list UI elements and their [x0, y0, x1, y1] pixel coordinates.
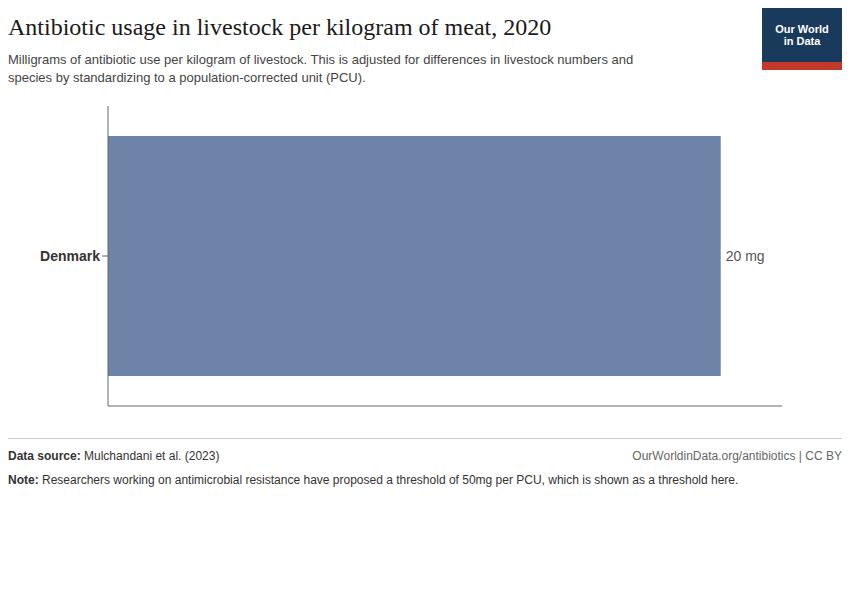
html-text:Data source: Mulchandani et al: Data source: Mulchandani et al. (2023): [8, 449, 220, 464]
html-text:Milligrams of antibiotic use p: Milligrams of antibiotic use per kilogra…: [8, 52, 634, 85]
html-text:in Data: in Data: [783, 35, 821, 47]
svg-text:Denmark: Denmark: [40, 248, 100, 264]
html-text:OurWorldinData.org/antibiotics: OurWorldinData.org/antibiotics | CC BY: [632, 449, 842, 464]
html-text:Note: Researchers working on a: Note: Researchers working on antimicrobi…: [8, 473, 739, 488]
html-text:Antibiotic usage in livestock: Antibiotic usage in livestock per kilogr…: [8, 14, 552, 40]
html-text:Our World: Our World: [775, 23, 829, 35]
svg-text:20 mg: 20 mg: [726, 248, 765, 264]
